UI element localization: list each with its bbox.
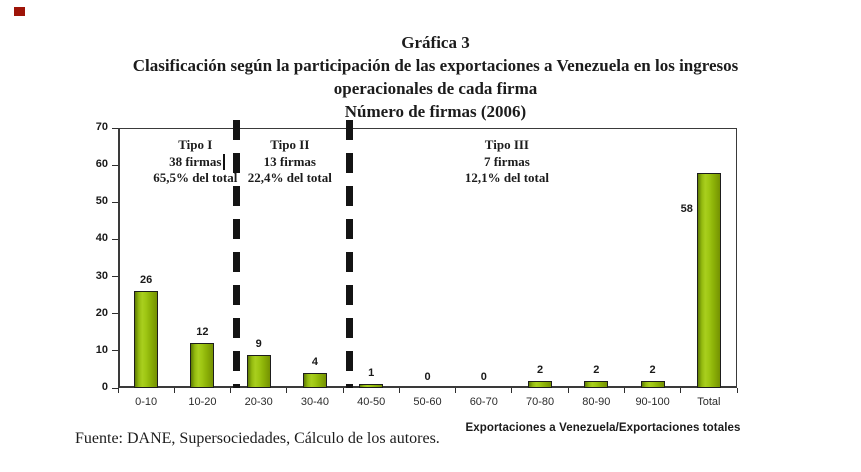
bar <box>696 172 721 388</box>
chart-title-line-3: operacionales de cada firma <box>333 79 538 98</box>
plot-area <box>118 128 737 388</box>
y-tick-label: 70 <box>95 121 108 133</box>
x-tick <box>230 388 232 393</box>
bar <box>246 354 271 388</box>
y-tick-label: 30 <box>95 269 108 282</box>
annotation-line: 22,4% del total <box>247 170 332 185</box>
x-tick <box>173 388 175 393</box>
bar-value-label: 58 <box>680 202 693 215</box>
annotation-block-tipo-3: Tipo III 7 firmas 12,1% del total <box>465 137 549 187</box>
category-label: 40-50 <box>357 396 386 408</box>
category-label: 0-10 <box>135 396 158 408</box>
bar <box>190 343 215 388</box>
annotation-line: 7 firmas <box>483 153 530 169</box>
category-label: 20-30 <box>244 396 273 408</box>
y-tick <box>112 387 118 389</box>
x-axis-title: Exportaciones a Venezuela/Exportaciones … <box>465 422 741 434</box>
y-tick-label: 50 <box>95 195 108 208</box>
x-tick <box>286 388 288 393</box>
y-tick <box>112 238 118 240</box>
bar-value-label: 0 <box>480 371 487 383</box>
y-tick-label: 60 <box>95 158 108 171</box>
type-separator-dashed-line <box>345 120 353 388</box>
annotation-line: 65,5% del total <box>153 170 238 185</box>
y-tick <box>112 350 118 352</box>
x-tick <box>455 388 457 393</box>
bar <box>302 373 327 388</box>
y-tick-label: 0 <box>101 381 108 393</box>
x-tick <box>117 388 119 393</box>
category-label: 60-70 <box>469 396 498 408</box>
bar-value-label: 9 <box>255 337 262 350</box>
bar <box>134 291 159 388</box>
category-label: 30-40 <box>300 396 330 408</box>
y-tick-label: 20 <box>95 306 108 319</box>
red-anchor-marker <box>14 7 25 16</box>
bar-value-label: 0 <box>424 371 431 383</box>
bar-value-label: 2 <box>593 363 600 376</box>
y-tick-label: 10 <box>95 343 108 356</box>
annotation-line: 12,1% del total <box>464 170 549 185</box>
bar-value-label: 2 <box>536 363 544 376</box>
text-cursor <box>223 154 226 170</box>
type-separator-dashed-line <box>233 120 241 388</box>
y-tick <box>112 313 118 315</box>
bar <box>584 380 609 388</box>
category-label: 10-20 <box>188 396 217 408</box>
chart-title-line-2: Clasificación según la participación de … <box>132 56 739 75</box>
x-tick <box>680 388 682 393</box>
x-tick <box>623 388 625 393</box>
x-tick <box>342 388 344 393</box>
bar-value-label: 2 <box>649 363 656 376</box>
annotation-line: 13 firmas <box>263 153 316 169</box>
source-text: Fuente: DANE, Supersociedades, Cálculo d… <box>75 430 440 447</box>
annotation-block-tipo-1: Tipo I 38 firmas 65,5% del total <box>153 137 237 187</box>
bar <box>640 380 665 388</box>
bar-value-label: 1 <box>368 367 375 380</box>
x-tick <box>511 388 513 393</box>
category-label: Total <box>697 396 721 408</box>
annotation-line: Tipo II <box>270 137 310 152</box>
category-label: 70-80 <box>525 396 555 408</box>
bar-value-label: 12 <box>196 326 209 339</box>
x-tick <box>567 388 569 393</box>
category-label: 80-90 <box>582 396 611 408</box>
annotation-block-tipo-2: Tipo II 13 firmas 22,4% del total <box>248 137 332 187</box>
chart-title-line-4: Número de firmas (2006) <box>344 102 527 121</box>
x-tick <box>736 388 738 393</box>
category-label: 50-60 <box>413 396 442 408</box>
category-label: 90-100 <box>635 396 670 408</box>
x-tick <box>398 388 400 393</box>
y-tick-label: 40 <box>95 232 108 245</box>
y-tick <box>112 201 118 203</box>
annotation-line: Tipo III <box>484 137 530 152</box>
bar <box>528 380 553 388</box>
y-tick <box>112 276 118 278</box>
annotation-line: 38 firmas <box>169 153 222 169</box>
annotation-line: Tipo I <box>178 137 213 152</box>
chart-title-block: Gráfica 3 Clasificación según la partici… <box>10 31 861 123</box>
y-tick <box>112 164 118 166</box>
bar <box>359 384 384 388</box>
bar-value-label: 4 <box>311 356 319 369</box>
bar-value-label: 26 <box>140 274 153 287</box>
chart-title-line-1: Gráfica 3 <box>401 33 470 52</box>
y-tick <box>112 127 118 129</box>
